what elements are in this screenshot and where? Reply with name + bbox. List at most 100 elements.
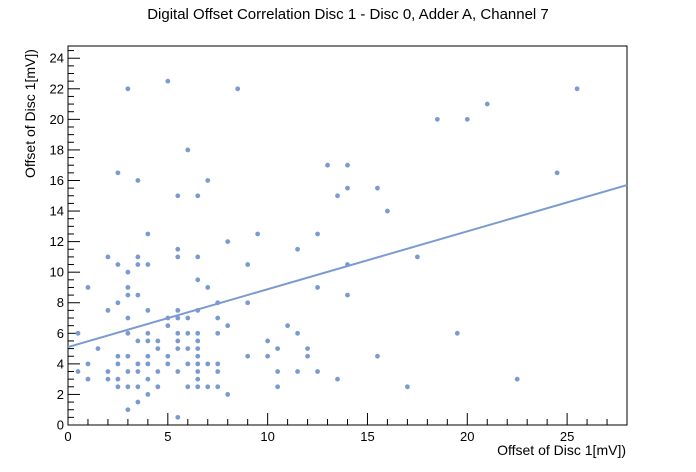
data-point bbox=[295, 369, 300, 374]
y-tick-label: 4 bbox=[57, 356, 64, 371]
x-tick-label: 10 bbox=[260, 429, 274, 444]
data-point bbox=[315, 369, 320, 374]
data-point bbox=[145, 262, 151, 267]
data-point bbox=[125, 353, 131, 359]
data-point bbox=[175, 315, 181, 321]
data-point bbox=[145, 361, 151, 367]
data-point bbox=[385, 208, 390, 214]
data-point bbox=[195, 346, 201, 351]
data-point bbox=[414, 254, 420, 260]
data-point bbox=[215, 361, 221, 367]
data-point bbox=[185, 361, 191, 367]
data-point bbox=[215, 330, 221, 336]
data-point bbox=[145, 338, 151, 344]
data-point bbox=[115, 170, 121, 176]
y-tick-label: 8 bbox=[57, 295, 64, 310]
data-point bbox=[195, 353, 201, 359]
data-point bbox=[265, 338, 271, 344]
x-tick-label: 15 bbox=[360, 429, 374, 444]
data-point bbox=[85, 376, 91, 382]
data-point bbox=[175, 414, 181, 420]
data-point bbox=[135, 384, 141, 390]
data-point bbox=[175, 307, 181, 313]
data-point bbox=[345, 185, 350, 191]
data-point bbox=[145, 392, 151, 397]
data-point bbox=[185, 315, 191, 321]
data-point bbox=[115, 376, 121, 382]
data-point bbox=[115, 300, 121, 306]
x-tick-label: 25 bbox=[560, 429, 574, 444]
data-point bbox=[155, 369, 161, 374]
data-point bbox=[205, 285, 211, 290]
data-point bbox=[195, 193, 201, 199]
data-point bbox=[215, 315, 221, 321]
data-point bbox=[205, 178, 211, 183]
data-point bbox=[335, 193, 340, 199]
y-tick-label: 22 bbox=[50, 81, 64, 96]
data-point bbox=[195, 369, 201, 374]
data-point bbox=[225, 392, 231, 397]
data-point bbox=[115, 361, 121, 367]
data-point bbox=[125, 407, 131, 413]
data-point bbox=[454, 330, 460, 336]
data-point bbox=[95, 346, 101, 351]
data-point bbox=[195, 384, 201, 390]
data-point bbox=[125, 269, 131, 275]
data-point bbox=[195, 361, 201, 367]
y-tick-label: 2 bbox=[57, 387, 64, 402]
data-point bbox=[215, 369, 221, 374]
y-tick-label: 24 bbox=[50, 51, 64, 66]
data-point bbox=[115, 353, 121, 359]
data-point bbox=[115, 384, 121, 390]
data-point bbox=[125, 285, 131, 290]
data-point bbox=[125, 86, 131, 92]
data-point bbox=[175, 369, 181, 374]
data-point bbox=[75, 330, 81, 336]
data-point bbox=[165, 78, 171, 84]
data-point bbox=[305, 353, 310, 359]
data-point bbox=[225, 323, 231, 329]
data-point bbox=[434, 116, 440, 122]
data-point bbox=[464, 116, 470, 122]
data-point bbox=[245, 300, 251, 306]
data-point bbox=[195, 254, 201, 260]
data-point bbox=[335, 376, 340, 382]
data-point bbox=[285, 323, 291, 329]
data-point bbox=[295, 330, 300, 336]
data-point bbox=[345, 162, 350, 168]
data-point bbox=[195, 330, 201, 336]
y-tick-label: 14 bbox=[50, 204, 64, 219]
data-point bbox=[215, 384, 221, 390]
data-point bbox=[105, 254, 111, 260]
y-tick-label: 0 bbox=[57, 418, 64, 433]
data-point bbox=[175, 246, 181, 252]
fit-line bbox=[67, 184, 628, 349]
data-point bbox=[125, 330, 131, 336]
data-point bbox=[115, 262, 121, 267]
data-point bbox=[135, 262, 141, 267]
data-point bbox=[155, 338, 161, 344]
data-point bbox=[345, 292, 350, 298]
data-point bbox=[245, 353, 251, 359]
data-point bbox=[235, 86, 241, 92]
data-point bbox=[404, 384, 410, 390]
data-point bbox=[295, 246, 300, 252]
data-point bbox=[195, 338, 201, 344]
data-point bbox=[375, 185, 380, 191]
data-point bbox=[105, 307, 111, 313]
data-point bbox=[105, 369, 111, 374]
data-point bbox=[125, 315, 131, 321]
data-point bbox=[225, 239, 231, 245]
data-point bbox=[165, 353, 171, 359]
data-point bbox=[105, 376, 111, 382]
data-point bbox=[135, 369, 141, 374]
data-point bbox=[135, 178, 141, 183]
data-point bbox=[245, 262, 251, 267]
data-point bbox=[145, 330, 151, 336]
data-point bbox=[574, 86, 580, 92]
data-point bbox=[305, 346, 310, 351]
data-point bbox=[145, 307, 151, 313]
data-point bbox=[325, 162, 330, 168]
